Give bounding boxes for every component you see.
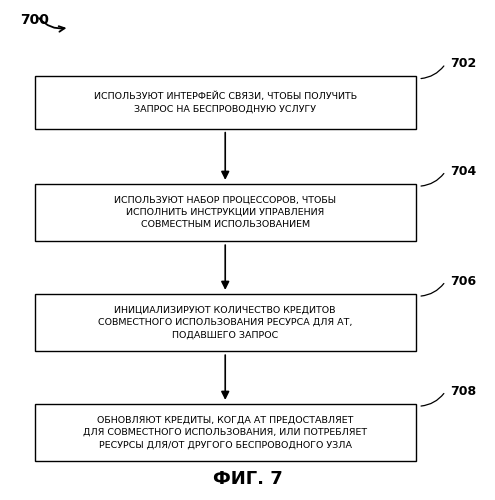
- Text: ФИГ. 7: ФИГ. 7: [213, 470, 282, 488]
- Bar: [35, 404, 416, 461]
- Bar: [35, 294, 416, 351]
- Text: ОБНОВЛЯЮТ КРЕДИТЫ, КОГДА АТ ПРЕДОСТАВЛЯЕТ
ДЛЯ СОВМЕСТНОГО ИСПОЛЬЗОВАНИЯ, ИЛИ ПОТ: ОБНОВЛЯЮТ КРЕДИТЫ, КОГДА АТ ПРЕДОСТАВЛЯЕ…: [83, 416, 367, 449]
- Bar: [35, 76, 416, 128]
- Text: 708: 708: [450, 385, 477, 398]
- Bar: [35, 184, 416, 242]
- Text: 702: 702: [450, 57, 477, 70]
- Text: 704: 704: [450, 165, 477, 178]
- Text: ИСПОЛЬЗУЮТ НАБОР ПРОЦЕССОРОВ, ЧТОБЫ
ИСПОЛНИТЬ ИНСТРУКЦИИ УПРАВЛЕНИЯ
СОВМЕСТНЫМ И: ИСПОЛЬЗУЮТ НАБОР ПРОЦЕССОРОВ, ЧТОБЫ ИСПО…: [114, 196, 336, 229]
- Text: 706: 706: [450, 275, 477, 288]
- Text: 700: 700: [20, 12, 49, 26]
- Text: ИСПОЛЬЗУЮТ ИНТЕРФЕЙС СВЯЗИ, ЧТОБЫ ПОЛУЧИТЬ
ЗАПРОС НА БЕСПРОВОДНУЮ УСЛУГУ: ИСПОЛЬЗУЮТ ИНТЕРФЕЙС СВЯЗИ, ЧТОБЫ ПОЛУЧИ…: [94, 92, 357, 114]
- Text: ИНИЦИАЛИЗИРУЮТ КОЛИЧЕСТВО КРЕДИТОВ
СОВМЕСТНОГО ИСПОЛЬЗОВАНИЯ РЕСУРСА ДЛЯ АТ,
ПОД: ИНИЦИАЛИЗИРУЮТ КОЛИЧЕСТВО КРЕДИТОВ СОВМЕ…: [98, 306, 352, 339]
